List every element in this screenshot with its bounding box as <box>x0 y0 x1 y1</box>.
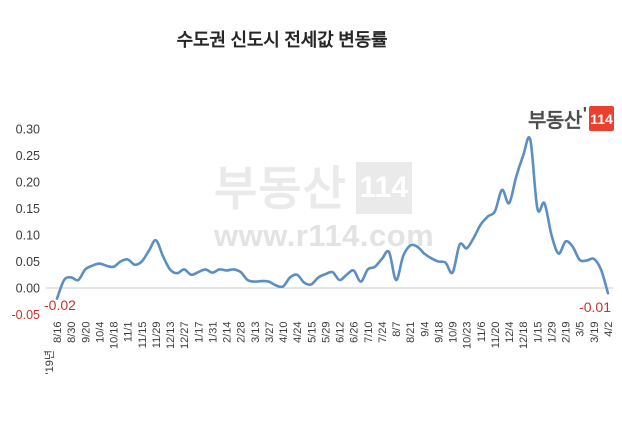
x-axis-tick-label: 10/23 <box>462 322 474 350</box>
x-axis-tick-label: 9/20 <box>80 322 92 343</box>
x-axis-tick-label: 11/6 <box>476 322 488 343</box>
x-axis-tick-label: 4/10 <box>278 322 290 343</box>
logo-brand-text: 부동산 <box>528 110 582 132</box>
watermark-114-badge: 114 <box>355 162 412 214</box>
x-axis-tick-label: 10/4 <box>94 322 106 343</box>
y-axis-tick-label: 0.20 <box>16 176 40 190</box>
x-axis-tick-label: 1/15 <box>532 322 544 343</box>
x-axis-tick-label: 6/26 <box>349 322 361 343</box>
x-axis-tick-label: 7/24 <box>377 322 389 343</box>
logo-114-badge: 114 <box>589 106 614 131</box>
watermark-url-text: www.r114.com <box>214 218 435 253</box>
r114-logo: 부동산 ' 114 <box>528 104 614 133</box>
x-axis-tick-label: 8/7 <box>391 322 403 337</box>
y-axis-tick-label: 0.30 <box>16 123 40 137</box>
y-axis-tick-label: 0.05 <box>16 255 40 269</box>
x-axis-tick-label: 1/17 <box>193 322 205 343</box>
x-axis-tick-label: 2/14 <box>222 322 234 343</box>
first-value-annotation: -0.02 <box>44 297 76 313</box>
x-axis-tick-label: 10/18 <box>109 322 121 350</box>
x-axis-tick-label: 8/16 <box>52 322 64 343</box>
x-axis-tick-label: 3/19 <box>589 322 601 343</box>
x-axis-tick-label: 6/12 <box>335 322 347 343</box>
y-axis-tick-label: -0.05 <box>12 308 41 322</box>
x-axis-tick-label: 4/24 <box>292 322 304 343</box>
watermark-brand-text: 부동산 <box>214 161 347 215</box>
x-axis-tick-label: 9/18 <box>433 322 445 343</box>
y-axis-tick-label: 0.00 <box>16 282 40 296</box>
x-axis-tick-label: 11/15 <box>137 322 149 349</box>
y-axis-tick-label: 0.15 <box>16 202 40 216</box>
x-axis-tick-label: 1/31 <box>207 322 219 343</box>
last-value-annotation: -0.01 <box>579 299 611 315</box>
chart-title: 수도권 신도시 전세값 변동률 <box>176 30 388 50</box>
x-axis-tick-label: 1/29 <box>546 322 558 343</box>
x-axis-tick-label: 3/5 <box>575 322 587 337</box>
x-axis-tick-label: 10/9 <box>448 322 460 343</box>
x-axis-year-label: '19년 <box>43 350 56 374</box>
watermark-brand-row: 부동산 114 <box>214 162 434 214</box>
x-axis-tick-label: 2/19 <box>561 322 573 343</box>
x-axis-tick-label: 9/4 <box>419 322 431 337</box>
x-axis-tick-label: 12/4 <box>504 322 516 343</box>
x-axis-tick-label: 3/27 <box>264 322 276 343</box>
x-axis-tick-label: 12/13 <box>165 322 177 350</box>
x-axis-tick-label: 5/15 <box>306 322 318 343</box>
logo-tick-mark: ' <box>582 104 587 124</box>
x-axis-tick-label: 3/13 <box>250 322 262 343</box>
x-axis-tick-label: 12/18 <box>518 322 530 350</box>
x-axis-tick-label: 5/29 <box>320 322 332 343</box>
x-axis-tick-label: 8/30 <box>66 322 78 343</box>
x-axis-tick-label: 11/1 <box>123 322 135 343</box>
series-line <box>55 136 610 300</box>
y-axis-tick-label: 0.10 <box>16 229 40 243</box>
watermark: 부동산 114 www.r114.com <box>214 162 434 251</box>
x-axis-tick-label: 2/28 <box>236 322 248 343</box>
x-axis-tick-label: 12/27 <box>179 322 191 350</box>
x-axis-tick-label: 11/20 <box>490 322 502 349</box>
x-axis-tick-label: 11/29 <box>151 322 163 349</box>
y-axis-tick-label: 0.25 <box>16 149 40 163</box>
x-axis-tick-label: 8/21 <box>405 322 417 343</box>
x-axis-tick-label: 4/2 <box>603 322 615 337</box>
x-axis-tick-label: 7/10 <box>363 322 375 343</box>
